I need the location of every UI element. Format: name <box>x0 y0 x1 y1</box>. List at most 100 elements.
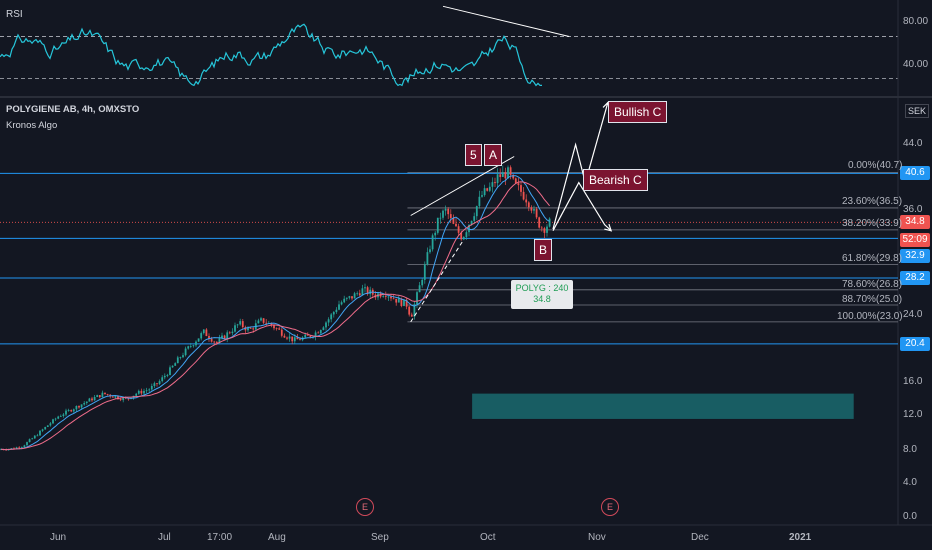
candle-body <box>504 172 507 179</box>
candle-body <box>507 167 509 179</box>
candle-body <box>426 252 429 265</box>
wave-label-a[interactable]: A <box>484 144 503 166</box>
candle-body <box>26 442 28 446</box>
candle-body <box>218 338 221 343</box>
candle-body <box>299 339 301 341</box>
x-tick-aug: Aug <box>268 532 286 543</box>
candle-body <box>192 345 195 347</box>
candle-body <box>148 389 151 391</box>
symbol-title[interactable]: POLYGIENE AB, 4h, OMXSTO <box>6 104 140 115</box>
ma-slow <box>0 181 550 451</box>
candle-body <box>33 435 36 439</box>
candle-body <box>174 363 177 366</box>
rsi-tick-80: 80.00 <box>903 16 929 27</box>
candle-body <box>512 174 515 179</box>
y-tick-12: 12.0 <box>903 409 923 420</box>
candle-body <box>481 195 483 197</box>
rsi-label: RSI <box>6 9 23 20</box>
indicator-name[interactable]: Kronos Algo <box>6 120 58 131</box>
candle-body <box>44 426 47 430</box>
candle-body <box>10 448 13 450</box>
candle-body <box>478 196 481 207</box>
last-price-label: 34.8 <box>900 215 930 229</box>
candle-body <box>15 447 18 449</box>
candle-body <box>397 298 400 303</box>
candle-body <box>439 217 442 219</box>
x-tick-sep: Sep <box>371 532 389 543</box>
candle-body <box>166 374 169 376</box>
tooltip-price: 34.8 <box>533 294 551 304</box>
candle-body <box>52 419 54 424</box>
candle-body <box>335 309 338 313</box>
candle-body <box>455 223 457 227</box>
candle-body <box>72 409 75 412</box>
candle-body <box>28 439 31 443</box>
candle-body <box>382 295 385 297</box>
price-label-32-9: 32.9 <box>900 249 930 263</box>
wave-label-b[interactable]: B <box>534 239 553 261</box>
candle-body <box>156 383 158 385</box>
candle-body <box>234 325 236 332</box>
wave-label-bearish-c[interactable]: Bearish C <box>583 169 648 191</box>
candle-body <box>231 331 234 334</box>
x-tick-jun: Jun <box>50 532 67 543</box>
candle-body <box>280 329 283 336</box>
candle-body <box>309 335 312 338</box>
candle-body <box>358 293 361 296</box>
candle-body <box>247 328 249 331</box>
candle-body <box>452 217 455 224</box>
candle-body <box>46 425 49 427</box>
candle-body <box>421 279 424 286</box>
candle-body <box>416 292 418 305</box>
candle-body <box>366 287 369 295</box>
currency-label[interactable]: SEK <box>905 104 930 118</box>
earnings-marker-nov[interactable]: E <box>601 498 619 516</box>
candle-body <box>345 297 348 299</box>
candle-body <box>104 392 106 395</box>
candle-body <box>91 398 93 401</box>
fib-label-100: 100.00%(23.0) <box>837 311 903 322</box>
candle-body <box>509 167 512 175</box>
candle-body <box>405 299 408 307</box>
candle-body <box>208 336 210 339</box>
candle-body <box>265 322 268 324</box>
candle-body <box>179 357 182 358</box>
candle-body <box>447 208 450 215</box>
candle-body <box>314 332 317 337</box>
candle-body <box>145 390 148 392</box>
candle-body <box>514 178 517 184</box>
wave-label-bullish-c[interactable]: Bullish C <box>608 101 668 123</box>
candle-body <box>176 357 179 364</box>
candle-body <box>538 217 541 228</box>
candle-body <box>429 249 431 253</box>
candle-body <box>306 334 309 336</box>
rsi-tick-40: 40.00 <box>903 59 929 70</box>
candle-body <box>158 381 161 384</box>
candle-body <box>83 403 86 405</box>
earnings-marker-sep[interactable]: E <box>356 498 374 516</box>
candle-body <box>494 182 496 184</box>
candle-body <box>241 321 244 328</box>
candle-body <box>67 410 70 411</box>
candle-body <box>413 304 416 317</box>
y-tick-36: 36.0 <box>903 204 923 215</box>
wave-label-5[interactable]: 5 <box>465 144 482 166</box>
candle-body <box>223 335 226 339</box>
y-tick-8: 8.0 <box>903 444 917 455</box>
candle-body <box>408 306 411 315</box>
candle-body <box>351 296 353 299</box>
price-label-40-6: 40.6 <box>900 166 930 180</box>
y-tick-44: 44.0 <box>903 138 923 149</box>
candle-body <box>390 296 392 299</box>
candle-body <box>252 328 255 330</box>
candle-body <box>431 235 434 250</box>
candle-body <box>392 298 395 300</box>
candle-body <box>283 335 286 338</box>
candle-body <box>143 390 145 394</box>
candle-body <box>356 293 359 295</box>
candle-body <box>322 327 325 331</box>
candle-body <box>111 396 114 398</box>
candle-body <box>465 232 468 238</box>
price-label-20-4: 20.4 <box>900 337 930 351</box>
